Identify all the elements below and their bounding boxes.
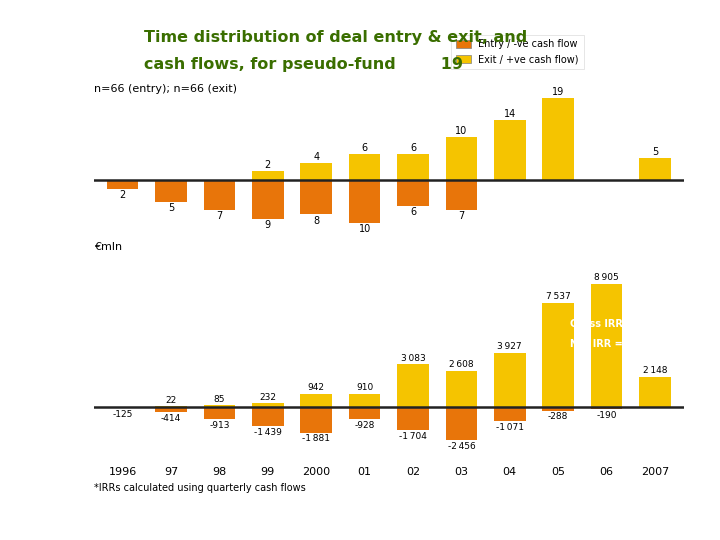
Text: 14: 14 bbox=[504, 109, 516, 119]
Text: 2: 2 bbox=[120, 190, 126, 200]
Bar bbox=[107, 407, 138, 408]
Bar bbox=[252, 180, 284, 219]
Text: 7: 7 bbox=[458, 211, 464, 221]
Bar bbox=[446, 180, 477, 210]
Text: 8: 8 bbox=[313, 215, 319, 226]
Bar bbox=[446, 407, 477, 441]
Bar bbox=[300, 180, 332, 214]
Bar bbox=[397, 407, 428, 430]
Text: 942: 942 bbox=[307, 383, 325, 392]
Text: -2 456: -2 456 bbox=[448, 442, 475, 451]
Bar bbox=[156, 407, 186, 413]
Text: -1 881: -1 881 bbox=[302, 434, 330, 443]
Text: 6: 6 bbox=[361, 143, 368, 153]
Bar bbox=[494, 407, 526, 421]
Bar bbox=[300, 407, 332, 433]
Text: 10: 10 bbox=[359, 224, 371, 234]
Bar bbox=[591, 284, 622, 407]
Bar bbox=[494, 120, 526, 180]
Bar bbox=[494, 353, 526, 407]
Bar bbox=[397, 180, 428, 206]
Bar bbox=[300, 163, 332, 180]
Bar bbox=[542, 98, 574, 180]
Bar bbox=[204, 407, 235, 419]
Text: 5: 5 bbox=[652, 147, 658, 158]
Bar bbox=[204, 406, 235, 407]
Text: 3 927: 3 927 bbox=[498, 342, 522, 351]
Text: -913: -913 bbox=[210, 421, 230, 430]
Text: -1 071: -1 071 bbox=[496, 423, 523, 432]
Text: 7: 7 bbox=[216, 211, 222, 221]
Bar bbox=[639, 377, 671, 407]
Bar bbox=[349, 394, 380, 407]
Bar bbox=[156, 180, 186, 201]
Bar bbox=[639, 159, 671, 180]
Text: -928: -928 bbox=[354, 421, 375, 430]
Bar bbox=[397, 364, 428, 407]
Text: *IRRs calculated using quarterly cash flows: *IRRs calculated using quarterly cash fl… bbox=[94, 483, 305, 494]
Text: -1 704: -1 704 bbox=[399, 432, 427, 441]
Text: 41: 41 bbox=[668, 519, 689, 534]
Text: Net IRR = 24.7%: Net IRR = 24.7% bbox=[570, 339, 660, 348]
Legend: Entry / -ve cash flow, Exit / +ve cash flow): Entry / -ve cash flow, Exit / +ve cash f… bbox=[451, 35, 584, 69]
Bar bbox=[300, 394, 332, 407]
Text: 19: 19 bbox=[552, 87, 564, 97]
Text: 3 083: 3 083 bbox=[400, 354, 426, 362]
Bar bbox=[446, 371, 477, 407]
Text: -190: -190 bbox=[596, 411, 617, 420]
Text: €mln: €mln bbox=[94, 242, 122, 252]
Text: -125: -125 bbox=[112, 410, 132, 419]
Bar bbox=[542, 407, 574, 410]
Text: 232: 232 bbox=[259, 393, 276, 402]
Bar bbox=[349, 154, 380, 180]
Bar bbox=[591, 407, 622, 409]
Text: Gross IRR = 32.8%*: Gross IRR = 32.8%* bbox=[570, 319, 677, 329]
Text: 910: 910 bbox=[356, 383, 373, 393]
Bar bbox=[542, 303, 574, 407]
Text: 6: 6 bbox=[410, 207, 416, 217]
Text: 10: 10 bbox=[455, 126, 467, 136]
Text: 9: 9 bbox=[265, 220, 271, 230]
Text: 6: 6 bbox=[410, 143, 416, 153]
Text: 2 608: 2 608 bbox=[449, 360, 474, 369]
Text: cash flows, for pseudo-fund        19: cash flows, for pseudo-fund 19 bbox=[144, 57, 463, 72]
Bar bbox=[349, 407, 380, 420]
Text: 7 537: 7 537 bbox=[546, 292, 570, 301]
Text: 22: 22 bbox=[166, 396, 176, 404]
Text: 8 905: 8 905 bbox=[594, 273, 619, 282]
Text: 5: 5 bbox=[168, 202, 174, 213]
Bar bbox=[397, 154, 428, 180]
Bar bbox=[446, 137, 477, 180]
Text: 4: 4 bbox=[313, 152, 319, 161]
Bar bbox=[252, 171, 284, 180]
Bar bbox=[252, 407, 284, 427]
Bar bbox=[107, 180, 138, 188]
Bar bbox=[349, 180, 380, 223]
Text: 2: 2 bbox=[265, 160, 271, 170]
Text: 2 148: 2 148 bbox=[643, 367, 667, 375]
Bar bbox=[204, 180, 235, 210]
Text: -288: -288 bbox=[548, 412, 568, 421]
Text: -1 439: -1 439 bbox=[254, 428, 282, 437]
Text: 85: 85 bbox=[214, 395, 225, 404]
Text: n=66 (entry); n=66 (exit): n=66 (entry); n=66 (exit) bbox=[94, 84, 237, 94]
Text: -414: -414 bbox=[161, 414, 181, 423]
Bar bbox=[252, 403, 284, 407]
Text: Time distribution of deal entry & exit, and: Time distribution of deal entry & exit, … bbox=[144, 30, 527, 45]
